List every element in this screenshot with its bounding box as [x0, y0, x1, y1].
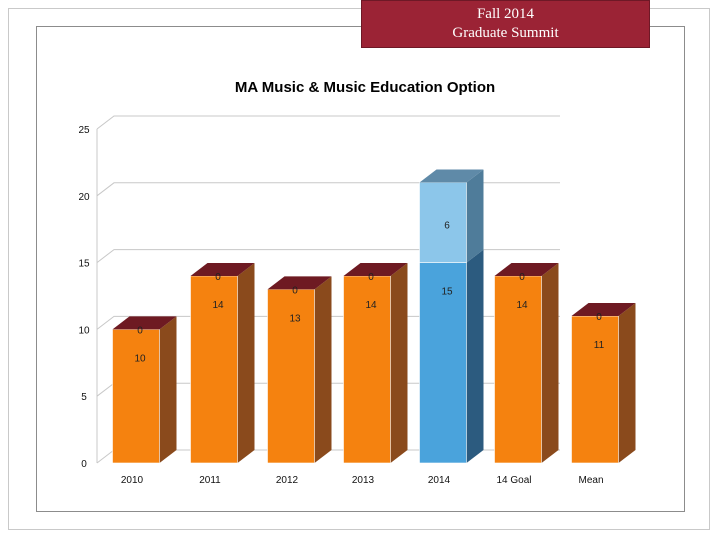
bar-top	[112, 316, 177, 330]
gridline	[96, 115, 560, 130]
bar-group-2011: 14 0	[190, 262, 255, 464]
category-label: 2013	[352, 475, 375, 486]
data-label: 11	[594, 340, 605, 351]
banner-line-1: Fall 2014	[476, 6, 535, 22]
bar-top	[571, 303, 636, 317]
bar-top	[190, 262, 255, 276]
data-label: 10	[134, 353, 146, 364]
bar-side	[541, 262, 559, 463]
data-label: 15	[441, 287, 453, 298]
category-label: 2011	[199, 475, 221, 486]
category-label: Mean	[578, 475, 603, 486]
bar-top	[494, 262, 559, 276]
gridline	[96, 315, 560, 330]
bar-segment-base	[112, 329, 160, 464]
y-axis-ticks: 0 5 10 15 20 25	[78, 125, 90, 470]
bar-segment-base	[494, 275, 542, 464]
data-label: 14	[516, 300, 528, 311]
category-label: 2010	[121, 475, 144, 486]
gridline	[96, 249, 560, 263]
bar-top	[419, 169, 484, 183]
bar-top	[343, 262, 408, 276]
bar-group-2012: 13 0	[267, 276, 332, 464]
x-axis-categories: 2010 2011 2012 2013 2014 14 Goal Mean	[121, 475, 604, 486]
bar-side	[618, 303, 636, 463]
y-tick-label: 0	[81, 459, 87, 470]
banner-line-2: Graduate Summit	[452, 25, 559, 41]
bar-segment-base	[419, 262, 467, 464]
y-tick-label: 25	[78, 125, 90, 136]
bar-group-mean: 11 0	[571, 303, 636, 464]
data-label: 0	[368, 272, 374, 283]
bar-segment-extra	[419, 182, 467, 263]
bar-group-2014: 15 6	[419, 169, 484, 464]
data-label: 13	[289, 313, 301, 324]
data-label: 0	[292, 285, 298, 296]
category-label: 2014	[428, 475, 451, 486]
y-tick-label: 5	[81, 392, 87, 403]
bar-side	[466, 169, 484, 263]
slide-border	[8, 8, 710, 530]
data-label: 0	[137, 325, 143, 336]
bar-side	[237, 262, 255, 463]
data-label: 14	[365, 300, 377, 311]
y-tick-label: 15	[78, 259, 90, 270]
banner: Fall 2014 Graduate Summit	[361, 0, 650, 48]
bar-side	[390, 262, 408, 463]
gridline	[96, 182, 560, 197]
data-label: 0	[215, 272, 221, 283]
chart-title: MA Music & Music Education Option	[235, 79, 495, 96]
data-label: 0	[519, 272, 525, 283]
bar-side	[159, 316, 177, 463]
bar-group-2010: 10 0	[112, 316, 177, 464]
bar-side	[466, 249, 484, 463]
y-tick-label: 20	[78, 192, 90, 203]
category-label: 2012	[276, 475, 299, 486]
bar-segment-base	[190, 275, 238, 464]
y-tick-label: 10	[78, 325, 90, 336]
bar-segment-base	[267, 289, 315, 464]
bar-segment-base	[571, 315, 619, 464]
bar-top	[267, 276, 332, 290]
data-label: 0	[596, 312, 602, 323]
bar-side	[314, 276, 332, 463]
bar-group-14-goal: 14 0	[494, 262, 559, 464]
bar-group-2013: 14 0	[343, 262, 408, 464]
data-label: 6	[444, 220, 450, 231]
category-label: 14 Goal	[496, 475, 531, 486]
bars: 10 0 14 0 13 0 14 0 15 6 14 0 11 0	[112, 169, 636, 464]
bar-segment-base	[343, 275, 391, 464]
data-label: 14	[212, 300, 224, 311]
